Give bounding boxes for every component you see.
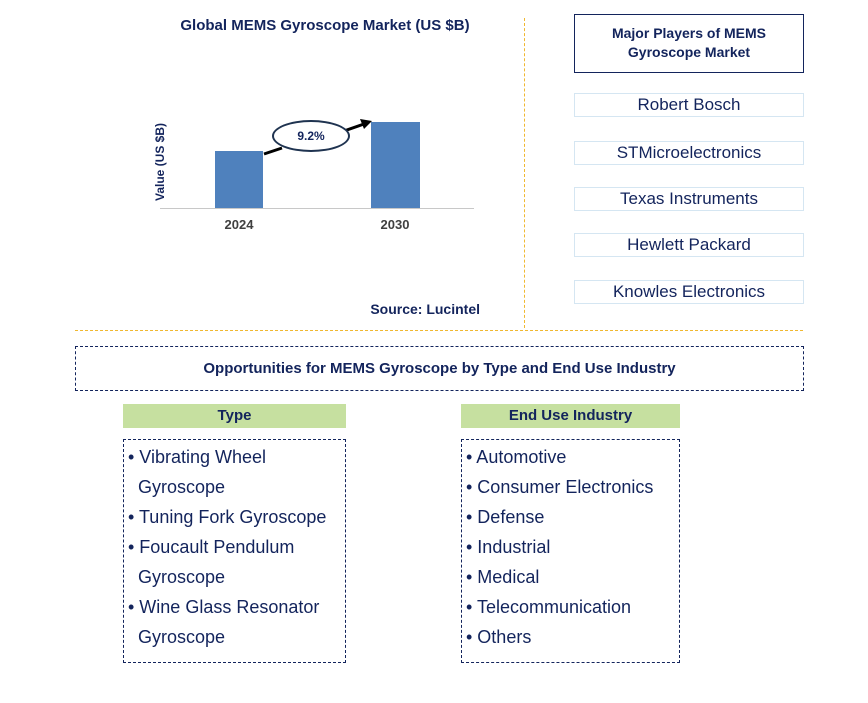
end-use-list: • Automotive • Consumer Electronics • De… <box>461 439 680 663</box>
cagr-badge: 9.2% <box>272 120 350 152</box>
list-item: • Defense <box>466 507 545 527</box>
player-stmicroelectronics: STMicroelectronics <box>574 141 804 165</box>
bar-2030 <box>371 122 420 208</box>
list-item: • Automotive <box>466 447 567 467</box>
vertical-divider <box>524 18 525 328</box>
list-item: • Tuning Fork Gyroscope <box>128 507 327 527</box>
chart-title: Global MEMS Gyroscope Market (US $B) <box>180 17 470 34</box>
source-label: Source: Lucintel <box>370 301 480 317</box>
opportunities-title: Opportunities for MEMS Gyroscope by Type… <box>75 346 804 391</box>
list-item: • Foucault Pendulum <box>128 537 295 557</box>
bar-2024 <box>215 151 263 208</box>
player-robert-bosch: Robert Bosch <box>574 93 804 117</box>
list-item: • Telecommunication <box>466 597 632 617</box>
list-item: • Medical <box>466 567 540 587</box>
end-use-header: End Use Industry <box>461 404 680 428</box>
x-tick-2024: 2024 <box>224 217 254 232</box>
list-item: • Industrial <box>466 537 551 557</box>
player-knowles-electronics: Knowles Electronics <box>574 280 804 304</box>
x-axis <box>160 208 474 209</box>
list-item: • Vibrating Wheel <box>128 447 267 467</box>
type-header: Type <box>123 404 346 428</box>
type-list: • Vibrating Wheel Gyroscope • Tuning For… <box>123 439 346 663</box>
list-item-continuation: Gyroscope <box>138 627 226 647</box>
player-hewlett-packard: Hewlett Packard <box>574 233 804 257</box>
y-axis-label: Value (US $B) <box>153 122 167 202</box>
horizontal-divider <box>75 330 803 331</box>
x-tick-2030: 2030 <box>380 217 410 232</box>
list-item: • Others <box>466 627 532 647</box>
list-item: • Wine Glass Resonator <box>128 597 320 617</box>
player-texas-instruments: Texas Instruments <box>574 187 804 211</box>
list-item-continuation: Gyroscope <box>138 567 226 587</box>
players-title: Major Players of MEMS Gyroscope Market <box>574 14 804 73</box>
list-item: • Consumer Electronics <box>466 477 654 497</box>
list-item-continuation: Gyroscope <box>138 477 226 497</box>
y-axis-label-container: Value (US $B) <box>150 120 170 210</box>
